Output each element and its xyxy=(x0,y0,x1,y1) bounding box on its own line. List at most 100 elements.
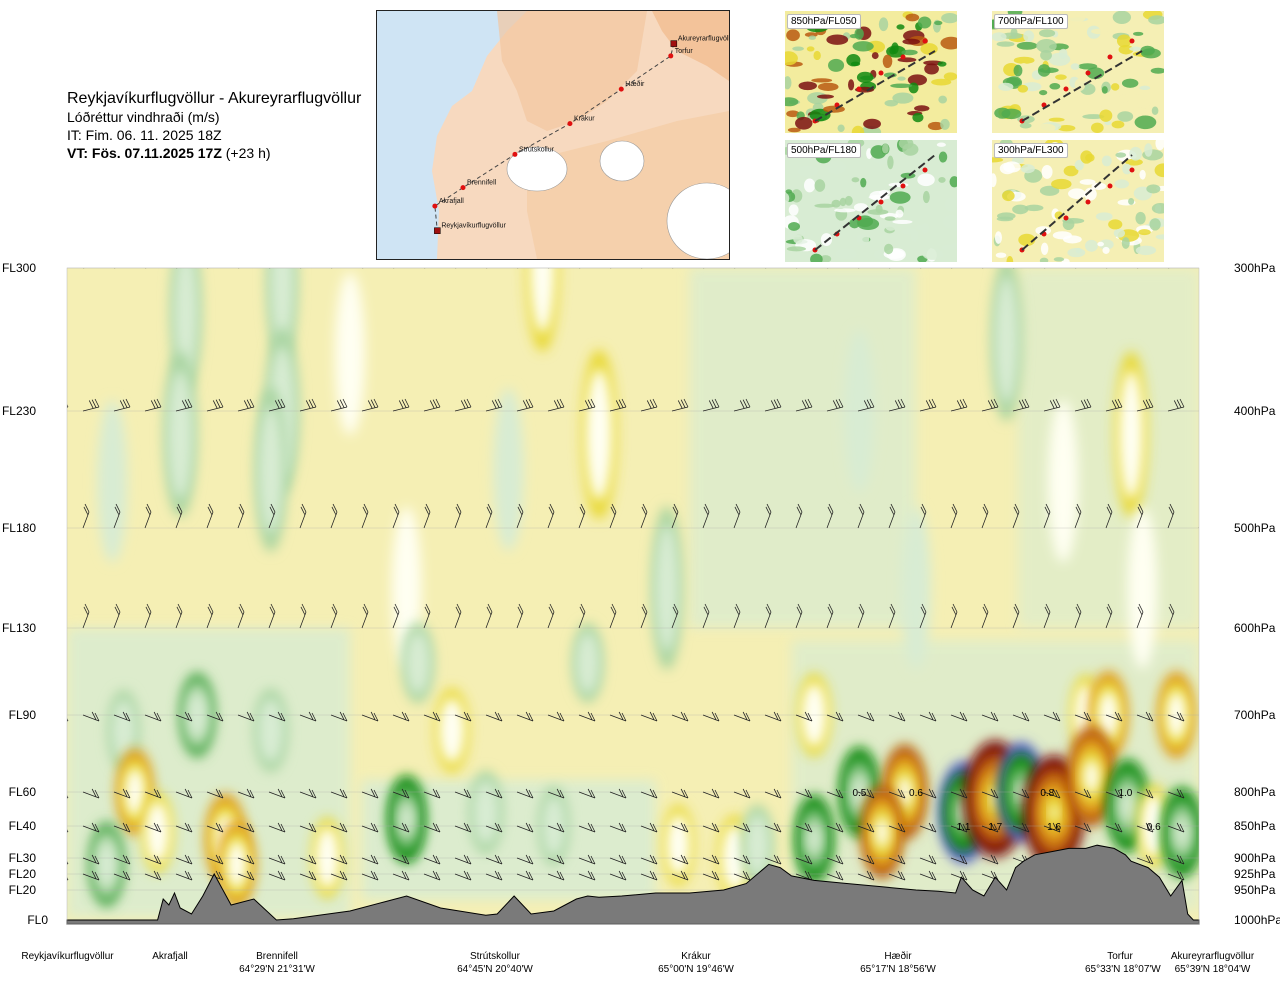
wind-barb xyxy=(1198,826,1199,827)
field-cell xyxy=(391,507,422,669)
inset-blob xyxy=(817,82,839,92)
wind-barb xyxy=(175,603,183,629)
field-cell xyxy=(1115,779,1140,832)
wind-barb xyxy=(888,788,906,799)
inset-blob xyxy=(810,253,823,262)
inset-blob xyxy=(1080,150,1093,164)
field-cell xyxy=(1097,690,1120,740)
location-label: Torfur 65°33'N 18°07'W xyxy=(1085,950,1161,976)
wind-barb xyxy=(176,268,178,269)
wind-barb xyxy=(981,398,999,412)
inset-blob xyxy=(937,61,947,67)
field-cell xyxy=(897,775,913,809)
flight-level-label: FL300 xyxy=(1,261,36,275)
inset-blob xyxy=(941,244,957,251)
field-cell xyxy=(874,816,890,849)
wind-barb xyxy=(1198,410,1199,411)
wind-barb xyxy=(144,822,162,833)
wind-barb xyxy=(888,870,906,881)
inset-blob xyxy=(1082,114,1105,120)
field-cell xyxy=(335,272,365,435)
wind-barb xyxy=(1043,603,1051,629)
field-cell xyxy=(1078,748,1105,805)
inset-blob xyxy=(852,41,874,52)
field-cell xyxy=(585,368,614,501)
wind-barb xyxy=(113,503,121,529)
map-place: Akrafjall xyxy=(432,198,464,209)
inset-blob xyxy=(1148,15,1164,25)
inset-blob xyxy=(1122,163,1132,175)
inset-blob xyxy=(839,197,847,207)
wind-barb xyxy=(113,603,121,629)
svg-text:Brennifell: Brennifell xyxy=(467,180,497,187)
wind-barb xyxy=(454,854,472,865)
wind-barb xyxy=(206,603,214,629)
location-name: Akrafjall xyxy=(152,951,188,962)
field-cell xyxy=(1170,807,1194,858)
wind-barb xyxy=(578,788,596,799)
inset-blob xyxy=(1051,178,1072,190)
wind-barb xyxy=(1074,603,1082,629)
wind-barb xyxy=(950,603,958,629)
inset-blob xyxy=(834,208,856,213)
field-cell xyxy=(468,770,503,855)
wind-barb xyxy=(82,822,100,833)
inset-blob xyxy=(873,249,887,260)
wind-barb xyxy=(485,711,503,722)
wind-barb xyxy=(423,398,441,412)
field-cell xyxy=(662,804,695,886)
location-label: Strútskollur 64°45'N 20°40'W xyxy=(435,950,555,976)
wind-barb xyxy=(733,711,751,722)
inset-blob xyxy=(992,157,1004,163)
wind-barb xyxy=(114,268,116,269)
inset-blob xyxy=(895,209,904,218)
wind-barb xyxy=(67,877,69,881)
wind-barb xyxy=(516,870,534,881)
inset-blob xyxy=(1013,56,1035,64)
field-cell xyxy=(1072,737,1111,816)
location-coord: 64°45'N 20°40'W xyxy=(457,964,533,975)
field-cell xyxy=(1002,753,1040,831)
wind-barb xyxy=(795,788,813,799)
field-cell xyxy=(218,821,256,908)
inset-blob xyxy=(806,46,815,52)
location-label: Brennifell 64°29'N 21°31'W xyxy=(217,950,337,976)
inset-blob xyxy=(1040,50,1052,61)
pressure-label: 500hPa xyxy=(1234,521,1276,535)
field-cell xyxy=(438,697,466,764)
wind-barb xyxy=(826,854,844,865)
field-cell xyxy=(799,804,829,874)
wind-barb xyxy=(640,822,658,833)
wind-barb xyxy=(888,711,906,722)
field-cell xyxy=(997,742,1046,842)
inset-blob xyxy=(786,110,800,118)
svg-text:Strútskollur: Strútskollur xyxy=(519,146,555,153)
inset-blob xyxy=(848,79,855,91)
inset-blob xyxy=(1057,125,1076,132)
wind-barb xyxy=(547,870,565,881)
inset-blob xyxy=(798,165,818,177)
wind-barb xyxy=(795,503,803,529)
location-label: Hæðir 65°17'N 18°56'W xyxy=(838,950,958,976)
flight-level-label: FL180 xyxy=(1,521,36,535)
flight-level-label: FL40 xyxy=(8,819,36,833)
field-cell xyxy=(400,804,414,835)
inset-blob xyxy=(863,118,881,130)
inset-blob xyxy=(785,51,798,66)
wind-barb xyxy=(888,603,896,629)
inset-blob xyxy=(1074,159,1084,171)
wind-barb xyxy=(826,822,844,833)
flight-level-label: FL130 xyxy=(1,621,36,635)
wind-barb xyxy=(1198,626,1199,628)
inset-blob xyxy=(1125,158,1143,166)
wind-barb xyxy=(485,603,493,629)
inset-blob xyxy=(851,177,860,183)
wind-barb xyxy=(734,268,736,269)
pressure-label: 600hPa xyxy=(1234,621,1276,635)
wind-barb xyxy=(1167,503,1175,529)
location-coord: 65°17'N 18°56'W xyxy=(860,964,936,975)
inset-blob xyxy=(998,82,1014,91)
inset-route-point xyxy=(856,86,862,92)
location-name: Torfur xyxy=(1107,951,1133,962)
wind-barb xyxy=(981,854,999,865)
